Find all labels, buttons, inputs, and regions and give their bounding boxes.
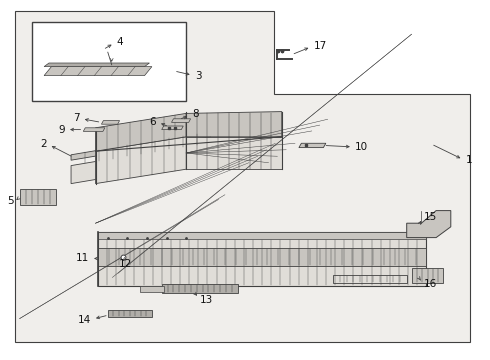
Text: 12: 12 [119, 258, 132, 269]
Text: 14: 14 [77, 315, 91, 325]
Text: 13: 13 [200, 294, 213, 305]
Polygon shape [186, 137, 282, 169]
Polygon shape [108, 310, 152, 317]
Polygon shape [407, 211, 451, 238]
Polygon shape [15, 11, 470, 342]
Text: 6: 6 [149, 117, 156, 127]
Polygon shape [83, 128, 105, 131]
Polygon shape [20, 189, 56, 205]
Text: 15: 15 [424, 212, 437, 222]
Text: 10: 10 [355, 142, 368, 152]
Polygon shape [44, 67, 152, 76]
Text: 2: 2 [40, 139, 47, 149]
Text: 9: 9 [58, 125, 65, 135]
Polygon shape [98, 232, 426, 239]
Polygon shape [172, 119, 191, 122]
Polygon shape [71, 131, 211, 160]
Text: 5: 5 [7, 196, 14, 206]
Polygon shape [71, 142, 211, 184]
Polygon shape [96, 137, 186, 184]
Polygon shape [96, 113, 186, 151]
Polygon shape [101, 121, 120, 124]
Polygon shape [333, 275, 407, 283]
Text: 11: 11 [76, 253, 89, 264]
Polygon shape [162, 126, 183, 130]
Polygon shape [412, 268, 443, 283]
Text: 4: 4 [117, 37, 123, 48]
Polygon shape [299, 143, 326, 148]
Text: 1: 1 [466, 155, 472, 165]
Polygon shape [98, 248, 426, 266]
Polygon shape [44, 63, 149, 67]
Polygon shape [162, 284, 238, 293]
Polygon shape [140, 286, 164, 292]
Polygon shape [186, 112, 282, 137]
Text: 16: 16 [424, 279, 437, 289]
Text: 8: 8 [193, 109, 199, 120]
Text: 7: 7 [73, 113, 79, 123]
Text: 17: 17 [314, 41, 327, 51]
Text: 3: 3 [195, 71, 202, 81]
Polygon shape [98, 232, 426, 286]
Bar [32, 22, 186, 101]
